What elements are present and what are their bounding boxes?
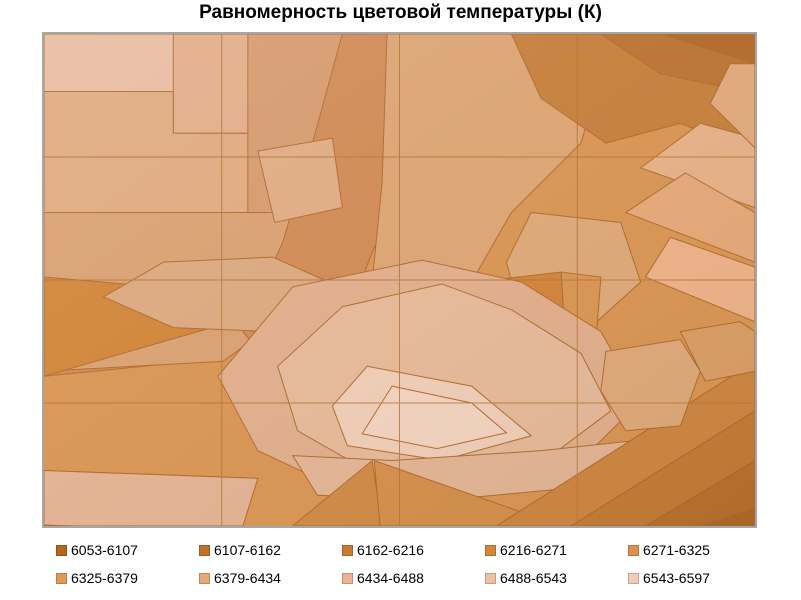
legend-item-label: 6488-6543 xyxy=(500,570,567,586)
legend-item-6434-6488[interactable]: 6434-6488 xyxy=(328,571,471,585)
legend-item-label: 6434-6488 xyxy=(357,570,424,586)
contour-surface xyxy=(44,34,755,526)
legend-swatch-icon xyxy=(199,544,210,556)
legend-row-1: 6053-6107 6107-6162 6162-6216 6216-6271 … xyxy=(42,536,757,564)
legend-item-label: 6216-6271 xyxy=(500,542,567,558)
legend-item-6162-6216[interactable]: 6162-6216 xyxy=(328,543,471,557)
legend-item-6543-6597[interactable]: 6543-6597 xyxy=(614,571,757,585)
chart-legend: 6053-6107 6107-6162 6162-6216 6216-6271 … xyxy=(42,536,757,592)
legend-item-6053-6107[interactable]: 6053-6107 xyxy=(42,543,185,557)
legend-item-label: 6107-6162 xyxy=(214,542,281,558)
legend-item-6325-6379[interactable]: 6325-6379 xyxy=(42,571,185,585)
legend-swatch-icon xyxy=(56,544,67,556)
legend-swatch-icon xyxy=(342,572,353,584)
legend-item-label: 6325-6379 xyxy=(71,570,138,586)
legend-item-6271-6325[interactable]: 6271-6325 xyxy=(614,543,757,557)
legend-swatch-icon xyxy=(199,572,210,584)
legend-swatch-icon xyxy=(485,544,496,556)
legend-item-6379-6434[interactable]: 6379-6434 xyxy=(185,571,328,585)
chart-title: Равномерность цветовой температуры (К) xyxy=(199,2,602,23)
legend-item-label: 6543-6597 xyxy=(643,570,710,586)
legend-item-6488-6543[interactable]: 6488-6543 xyxy=(471,571,614,585)
legend-swatch-icon xyxy=(628,572,639,584)
legend-swatch-icon xyxy=(485,572,496,584)
legend-swatch-icon xyxy=(628,544,639,556)
legend-swatch-icon xyxy=(342,544,353,556)
legend-swatch-icon xyxy=(56,572,67,584)
legend-item-label: 6162-6216 xyxy=(357,542,424,558)
plot-area[interactable] xyxy=(42,32,757,528)
legend-item-label: 6379-6434 xyxy=(214,570,281,586)
legend-item-6216-6271[interactable]: 6216-6271 xyxy=(471,543,614,557)
legend-item-6107-6162[interactable]: 6107-6162 xyxy=(185,543,328,557)
legend-item-label: 6053-6107 xyxy=(71,542,138,558)
legend-row-2: 6325-6379 6379-6434 6434-6488 6488-6543 … xyxy=(42,564,757,592)
legend-item-label: 6271-6325 xyxy=(643,542,710,558)
